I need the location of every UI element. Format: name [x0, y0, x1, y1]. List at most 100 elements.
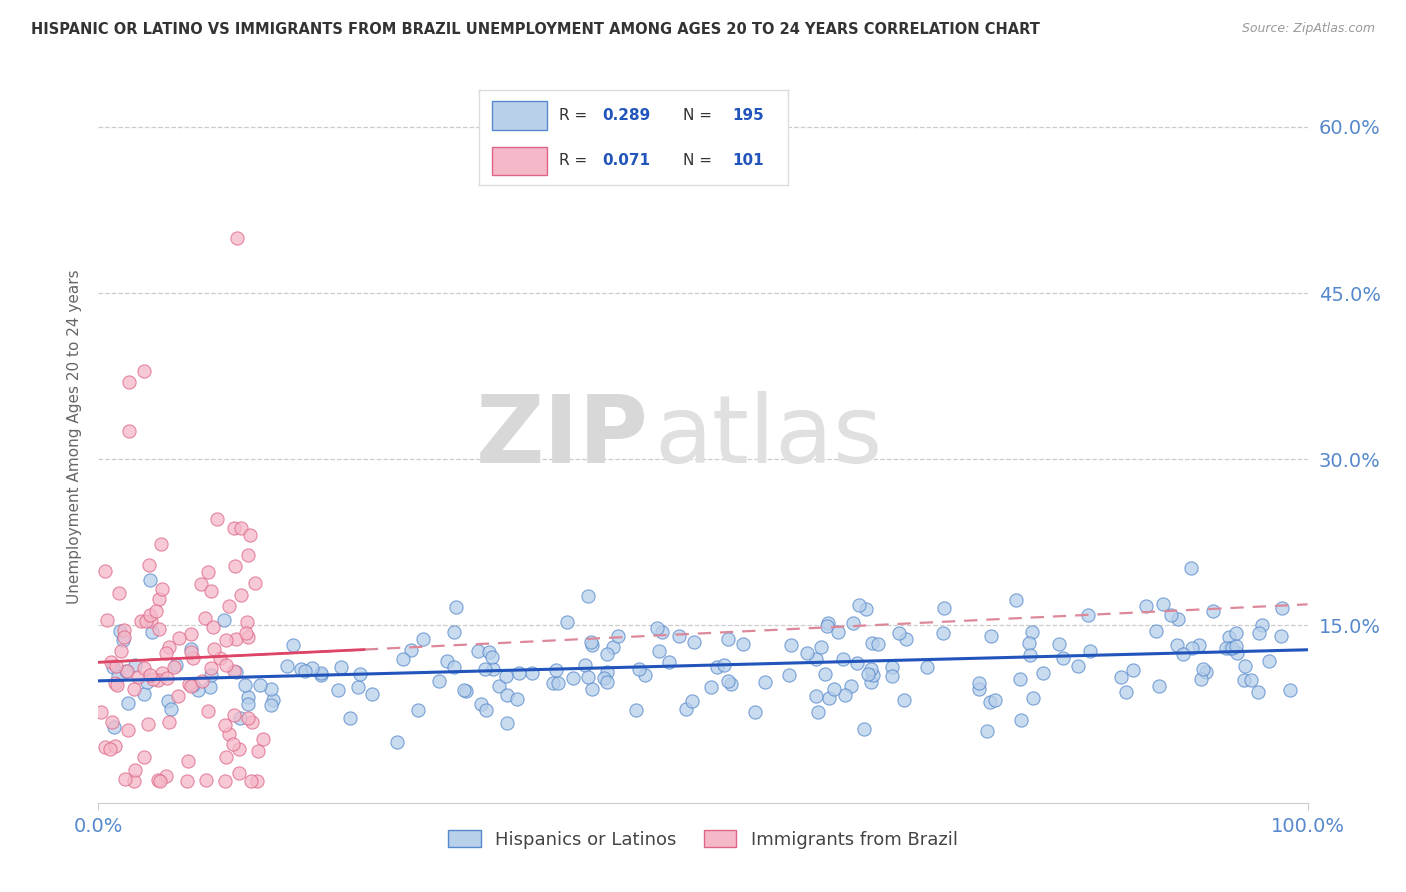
Point: [720, 677, 742, 691]
Point: [141, 672, 163, 686]
Point: [1008, 672, 1031, 686]
Point: [634, 668, 657, 682]
Point: [576, 669, 599, 683]
Point: [150, 665, 173, 680]
Point: [1225, 626, 1247, 640]
Point: [112, 623, 135, 637]
Point: [238, 697, 260, 711]
Point: [190, 577, 212, 591]
Point: [226, 230, 249, 244]
Point: [1152, 598, 1174, 612]
Point: [124, 658, 146, 673]
Point: [453, 682, 475, 697]
Point: [112, 631, 135, 645]
Point: [980, 629, 1002, 643]
Point: [218, 599, 240, 614]
Point: [1032, 666, 1054, 681]
Point: [260, 698, 283, 712]
Point: [202, 642, 225, 657]
Point: [1180, 561, 1202, 575]
Point: [156, 694, 179, 708]
Point: [880, 660, 903, 674]
Point: [607, 629, 630, 643]
Point: [134, 363, 156, 377]
Point: [412, 632, 434, 647]
Point: [260, 681, 283, 696]
Point: [1135, 599, 1157, 613]
Point: [668, 629, 690, 643]
Point: [467, 643, 489, 657]
Point: [1270, 629, 1292, 643]
Point: [132, 687, 155, 701]
Point: [228, 765, 250, 780]
Point: [385, 734, 408, 748]
Point: [150, 582, 173, 597]
Point: [132, 661, 155, 675]
Point: [117, 723, 139, 737]
Point: [214, 773, 236, 788]
Point: [1021, 625, 1043, 640]
Point: [860, 636, 883, 650]
Point: [240, 773, 263, 788]
Point: [233, 678, 256, 692]
Point: [167, 689, 190, 703]
Point: [160, 702, 183, 716]
Point: [229, 520, 252, 534]
Point: [309, 668, 332, 682]
Point: [94, 739, 117, 754]
Point: [262, 693, 284, 707]
Point: [401, 643, 423, 657]
Point: [194, 611, 217, 625]
Point: [744, 705, 766, 719]
Point: [1219, 640, 1241, 655]
Point: [596, 674, 619, 689]
Point: [478, 645, 501, 659]
Point: [236, 630, 259, 644]
Point: [976, 724, 998, 739]
Point: [215, 749, 238, 764]
Point: [181, 678, 204, 692]
Point: [780, 638, 803, 652]
Text: HISPANIC OR LATINO VS IMMIGRANTS FROM BRAZIL UNEMPLOYMENT AMONG AGES 20 TO 24 YE: HISPANIC OR LATINO VS IMMIGRANTS FROM BR…: [31, 22, 1040, 37]
Point: [122, 773, 145, 788]
Point: [249, 678, 271, 692]
Point: [1022, 690, 1045, 705]
Point: [778, 668, 800, 682]
Point: [330, 659, 353, 673]
Point: [853, 722, 876, 736]
Point: [1052, 651, 1074, 665]
Point: [129, 614, 152, 628]
Point: [180, 642, 202, 657]
Point: [208, 650, 231, 665]
Point: [101, 715, 124, 730]
Point: [115, 665, 138, 679]
Point: [149, 773, 172, 788]
Point: [200, 680, 222, 694]
Point: [117, 697, 139, 711]
Point: [859, 675, 882, 690]
Point: [238, 690, 260, 704]
Point: [294, 664, 316, 678]
Point: [810, 640, 832, 654]
Point: [222, 664, 245, 678]
Point: [496, 715, 519, 730]
Point: [205, 512, 228, 526]
Point: [1233, 673, 1256, 687]
Point: [804, 690, 827, 704]
Point: [544, 663, 567, 677]
Point: [932, 625, 955, 640]
Point: [848, 598, 870, 612]
Point: [229, 588, 252, 602]
Point: [111, 633, 134, 648]
Point: [177, 754, 200, 768]
Point: [574, 657, 596, 672]
Point: [236, 549, 259, 563]
Point: [1202, 604, 1225, 618]
Point: [1226, 646, 1249, 660]
Point: [346, 680, 368, 694]
Point: [700, 680, 723, 694]
Point: [240, 714, 263, 729]
Point: [107, 669, 129, 683]
Point: [706, 659, 728, 673]
Point: [301, 661, 323, 675]
